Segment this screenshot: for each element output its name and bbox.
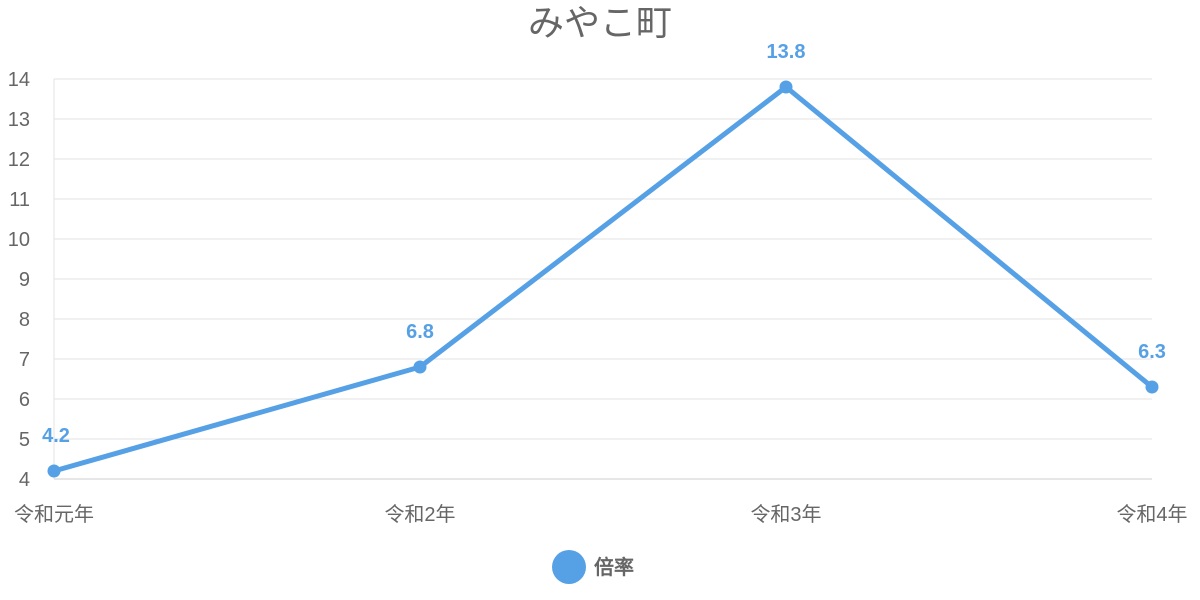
legend[interactable]: 倍率 — [552, 550, 634, 584]
y-tick-label: 13 — [8, 109, 30, 131]
x-tick-label: 令和2年 — [384, 503, 455, 526]
data-label: 13.8 — [767, 41, 806, 63]
legend-label: 倍率 — [594, 555, 634, 579]
series-line — [53, 84, 1154, 474]
data-label: 6.3 — [1138, 341, 1166, 363]
y-tick-label: 10 — [8, 229, 30, 251]
data-label: 6.8 — [406, 321, 434, 343]
chart-title: みやこ町 — [528, 2, 672, 43]
x-axis: 令和元年 令和2年 令和3年 令和4年 — [14, 503, 1188, 526]
data-point — [413, 360, 427, 374]
y-tick-label: 14 — [8, 69, 30, 91]
x-tick-label: 令和元年 — [14, 503, 94, 526]
x-tick-label: 令和3年 — [750, 503, 821, 526]
y-tick-label: 9 — [19, 269, 30, 291]
legend-swatch — [552, 550, 586, 584]
data-label: 4.2 — [42, 425, 70, 447]
y-axis: 4 5 6 7 8 9 10 11 12 13 14 — [8, 69, 30, 491]
grid — [53, 78, 1152, 480]
y-tick-label: 11 — [9, 189, 30, 211]
y-tick-label: 6 — [19, 389, 30, 411]
y-tick-label: 5 — [19, 429, 30, 451]
series: 4.2 6.8 13.8 6.3 — [42, 41, 1166, 478]
y-tick-label: 8 — [19, 309, 30, 331]
data-point — [47, 464, 61, 478]
y-tick-label: 12 — [8, 149, 30, 171]
data-point — [1145, 380, 1159, 394]
y-tick-label: 7 — [19, 349, 30, 371]
y-tick-label: 4 — [19, 469, 30, 491]
x-tick-label: 令和4年 — [1116, 503, 1187, 526]
data-point — [779, 80, 793, 94]
